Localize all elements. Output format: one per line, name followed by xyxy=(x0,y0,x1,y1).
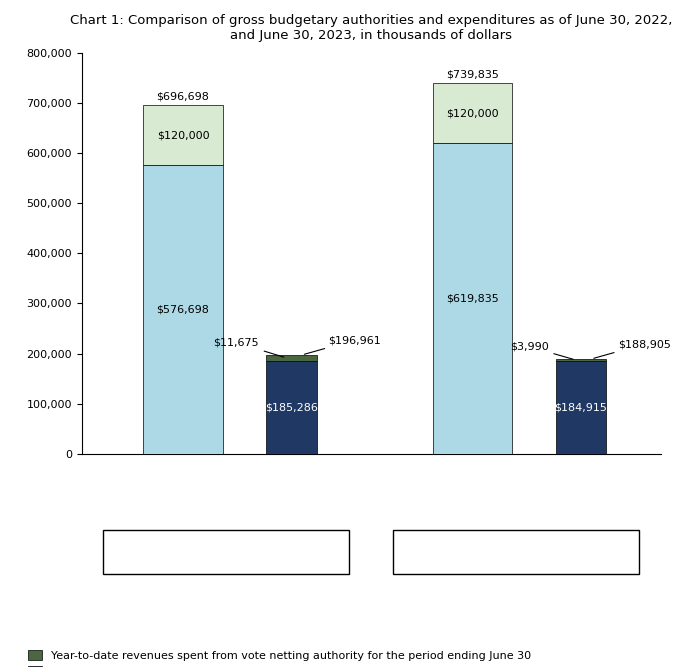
Bar xyxy=(143,105,223,165)
Text: $576,698: $576,698 xyxy=(157,304,210,314)
Bar xyxy=(266,355,317,361)
Legend: Year-to-date revenues spent from vote netting authority for the period ending Ju: Year-to-date revenues spent from vote ne… xyxy=(24,646,535,667)
Text: $3,990: $3,990 xyxy=(509,342,573,360)
Text: 2023-2024: 2023-2024 xyxy=(474,545,558,559)
Text: $120,000: $120,000 xyxy=(157,130,209,140)
Bar xyxy=(432,143,512,454)
Bar xyxy=(556,361,606,454)
Text: $188,905: $188,905 xyxy=(594,339,671,358)
Text: $184,915: $184,915 xyxy=(554,402,607,412)
Title: Chart 1: Comparison of gross budgetary authorities and expenditures as of June 3: Chart 1: Comparison of gross budgetary a… xyxy=(70,15,672,43)
Text: $739,835: $739,835 xyxy=(446,69,499,79)
Text: $120,000: $120,000 xyxy=(446,109,498,119)
Text: $619,835: $619,835 xyxy=(446,293,498,303)
Text: $196,961: $196,961 xyxy=(304,335,381,354)
Bar xyxy=(556,359,606,361)
Bar xyxy=(143,165,223,454)
Text: $696,698: $696,698 xyxy=(157,91,210,101)
Bar xyxy=(432,83,512,143)
Text: 2022-2023: 2022-2023 xyxy=(185,545,268,559)
Bar xyxy=(266,361,317,454)
Text: $11,675: $11,675 xyxy=(213,338,284,357)
Text: $185,286: $185,286 xyxy=(265,402,318,412)
